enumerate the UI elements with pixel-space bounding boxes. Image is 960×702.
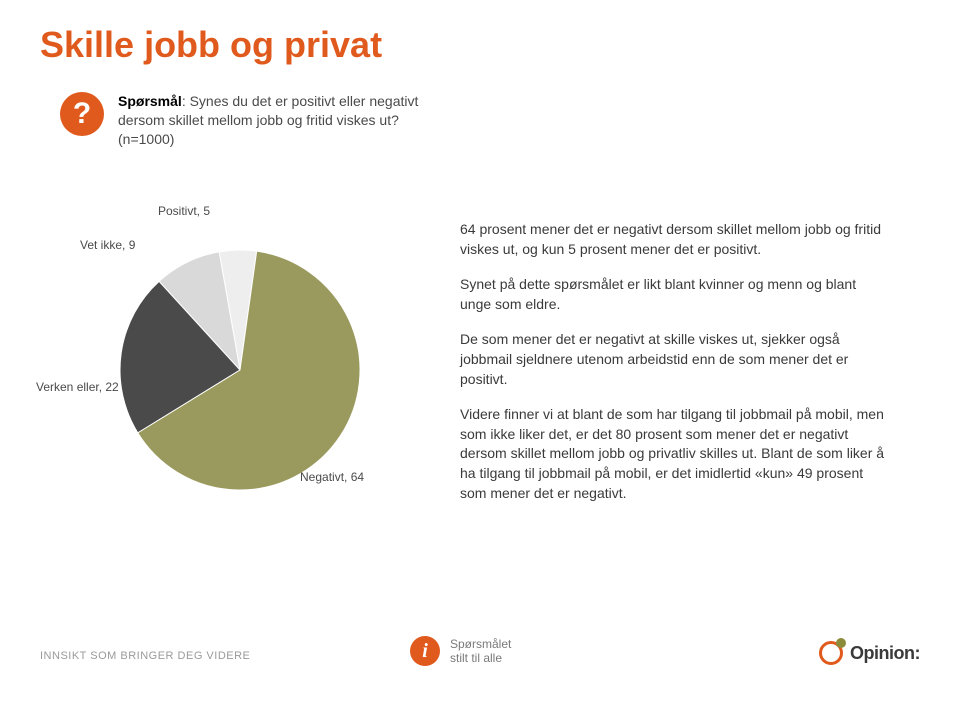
para-3: De som mener det er negativt at skille v… <box>460 330 890 389</box>
page-title: Skille jobb og privat <box>40 24 382 66</box>
slice-label-verken: Verken eller, 22 <box>36 380 119 394</box>
logo-mark-icon <box>818 640 844 666</box>
brand-logo: Opinion: <box>818 640 920 666</box>
slice-label-positivt: Positivt, 5 <box>158 204 210 218</box>
info-line1: Spørsmålet <box>450 637 511 651</box>
info-icon: i <box>410 636 440 666</box>
question-label: Spørsmål <box>118 93 182 109</box>
brand-name: Opinion: <box>850 643 920 664</box>
question-icon: ? <box>60 92 104 136</box>
info-line2: stilt til alle <box>450 651 502 665</box>
slice-label-vetikke: Vet ikke, 9 <box>80 238 135 252</box>
para-4: Videre finner vi at blant de som har til… <box>460 405 890 503</box>
footer-info: i Spørsmålet stilt til alle <box>410 636 511 666</box>
para-2: Synet på dette spørsmålet er likt blant … <box>460 275 890 314</box>
footer-tagline: INNSIKT SOM BRINGER DEG VIDERE <box>40 650 250 662</box>
footer: INNSIKT SOM BRINGER DEG VIDERE i Spørsmå… <box>40 636 920 680</box>
question-text: Spørsmål: Synes du det er positivt eller… <box>118 92 428 149</box>
slice-label-negativt: Negativt, 64 <box>300 470 364 484</box>
pie-chart: Positivt, 5 Vet ikke, 9 Verken eller, 22… <box>80 210 400 530</box>
para-1: 64 prosent mener det er negativt dersom … <box>460 220 890 259</box>
body-text: 64 prosent mener det er negativt dersom … <box>460 220 890 519</box>
info-text: Spørsmålet stilt til alle <box>450 637 511 666</box>
